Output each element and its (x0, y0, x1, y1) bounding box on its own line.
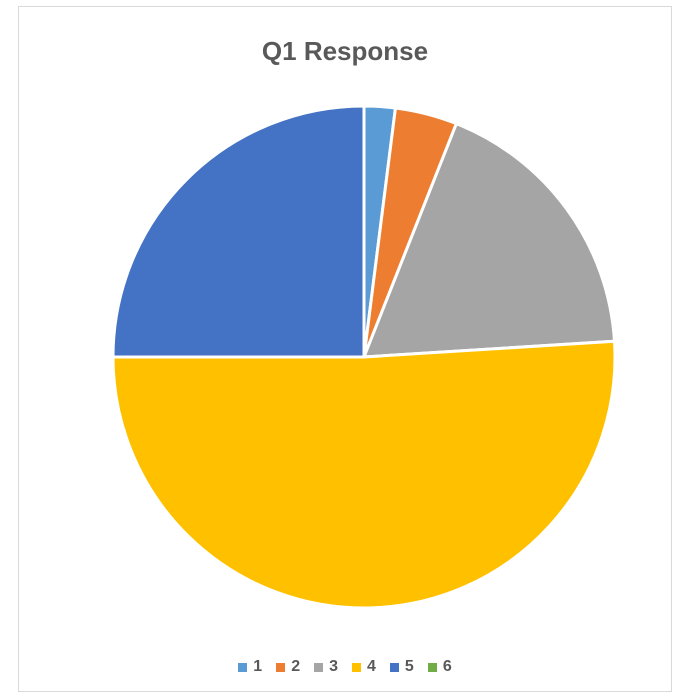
legend-label: 3 (329, 658, 338, 675)
legend-swatch (389, 662, 399, 672)
legend-swatch (314, 662, 324, 672)
legend: 1 2 3 4 5 6 (19, 658, 671, 676)
legend-item-4: 4 (352, 658, 376, 676)
legend-item-1: 1 (238, 658, 262, 676)
chart-frame: Q1 Response 1 2 3 4 5 6 (18, 6, 672, 692)
pie-slice-5 (111, 104, 366, 359)
legend-label: 4 (367, 658, 376, 675)
legend-label: 6 (442, 658, 452, 675)
legend-label: 5 (404, 658, 414, 675)
legend-item-2: 2 (276, 658, 300, 676)
pie-chart (111, 104, 617, 610)
legend-item-5: 5 (389, 658, 414, 676)
legend-swatch (427, 662, 437, 672)
legend-swatch (276, 662, 286, 672)
pie-slice-3 (362, 122, 617, 359)
legend-item-6: 6 (427, 658, 452, 676)
legend-swatch (352, 662, 361, 672)
legend-swatch (238, 662, 248, 672)
legend-label: 2 (291, 658, 301, 675)
legend-label: 1 (253, 658, 263, 675)
legend-item-3: 3 (314, 658, 338, 676)
chart-title: Q1 Response (261, 36, 429, 66)
pie-slice-4 (111, 339, 617, 610)
